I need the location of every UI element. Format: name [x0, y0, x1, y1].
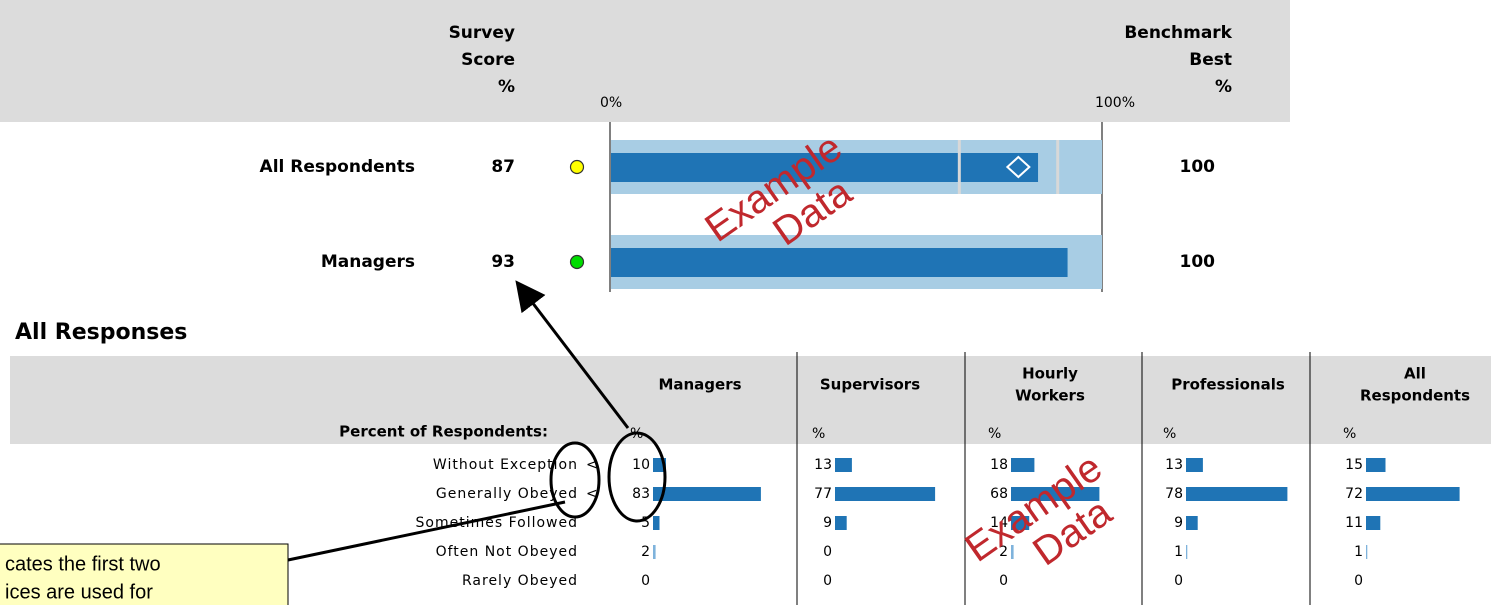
- cell-bar: [1366, 487, 1460, 501]
- column-header: Managers: [658, 376, 741, 394]
- benchmark-label: %: [1215, 77, 1232, 97]
- cell-bar: [653, 545, 656, 559]
- unit: %: [1163, 426, 1176, 442]
- cell-bar: [835, 458, 852, 472]
- cell-value: 77: [814, 486, 832, 502]
- flag: <: [586, 486, 598, 502]
- cell-value: 14: [990, 515, 1008, 531]
- cell-value: 1: [1354, 544, 1363, 560]
- cell-value: 83: [632, 486, 650, 502]
- cell-value: 0: [999, 573, 1008, 589]
- cell-value: 13: [814, 457, 832, 473]
- cell-value: 68: [990, 486, 1008, 502]
- cell-value: 15: [1345, 457, 1363, 473]
- row-label: Managers: [321, 252, 415, 272]
- table-header-band: [10, 356, 1491, 444]
- bullet-bar: [611, 153, 1039, 182]
- column-header: Respondents: [1360, 387, 1470, 405]
- callout-text: ices are used for: [5, 581, 153, 603]
- cell-value: 2: [999, 544, 1008, 560]
- score: 93: [491, 252, 515, 272]
- cell-value: 9: [823, 515, 832, 531]
- cell-bar: [1366, 516, 1381, 530]
- cell-bar: [1011, 458, 1035, 472]
- indicator: [569, 254, 585, 270]
- cell-value: 10: [632, 457, 650, 473]
- indicator: [569, 159, 585, 175]
- column-header: Hourly: [1022, 365, 1078, 383]
- cell-bar: [1011, 545, 1014, 559]
- benchmark: 100: [1180, 157, 1216, 177]
- cell-bar: [1366, 545, 1368, 559]
- cell-value: 9: [1174, 515, 1183, 531]
- row-label: All Respondents: [260, 157, 415, 177]
- unit: %: [812, 426, 825, 442]
- row-label: Sometimes Followed: [416, 515, 579, 531]
- cell-value: 5: [641, 515, 650, 531]
- column-header: Workers: [1015, 387, 1085, 405]
- cell-value: 18: [990, 457, 1008, 473]
- cell-bar: [1186, 545, 1188, 559]
- cell-bar: [1011, 516, 1030, 530]
- row-header: Percent of Respondents:: [339, 423, 548, 441]
- callout-text: cates the first two: [5, 553, 161, 575]
- section-title: All Responses: [15, 320, 187, 345]
- header-band: [0, 0, 1290, 122]
- arrow: [515, 280, 630, 429]
- column-header: Supervisors: [820, 376, 920, 394]
- cell-value: 13: [1165, 457, 1183, 473]
- score-label: Score: [461, 50, 515, 70]
- cell-bar: [1186, 516, 1198, 530]
- bullet-bar: [611, 248, 1068, 277]
- cell-value: 2: [641, 544, 650, 560]
- cell-value: 0: [823, 544, 832, 560]
- highlight-circle: [607, 431, 667, 523]
- cell-value: 11: [1345, 515, 1363, 531]
- cell-bar: [835, 516, 847, 530]
- cell-value: 0: [1354, 573, 1363, 589]
- score-label: Survey: [449, 23, 515, 43]
- marker: [1005, 155, 1031, 179]
- callout-box: [0, 543, 289, 605]
- cell-bar: [1186, 458, 1203, 472]
- benchmark: 100: [1180, 252, 1216, 272]
- unit: %: [1343, 426, 1356, 442]
- benchmark-label: Best: [1189, 50, 1232, 70]
- cell-bar: [653, 487, 761, 501]
- axis-end: 100%: [1095, 95, 1135, 111]
- row-label: Without Exception: [433, 457, 578, 473]
- cell-bar: [1011, 487, 1100, 501]
- score-label: %: [498, 77, 515, 97]
- cell-bar: [835, 487, 936, 501]
- cell-value: 72: [1345, 486, 1363, 502]
- cell-bar: [653, 516, 660, 530]
- callout-line: [287, 500, 566, 562]
- cell-value: 0: [823, 573, 832, 589]
- benchmark-label: Benchmark: [1124, 23, 1232, 43]
- row-label: Generally Obeyed: [436, 486, 578, 502]
- highlight-circle: [549, 441, 601, 519]
- column-header: Professionals: [1171, 376, 1285, 394]
- column-header: All: [1404, 365, 1426, 383]
- cell-bar: [1366, 458, 1386, 472]
- cell-bar: [1186, 487, 1288, 501]
- row-label: Often Not Obeyed: [436, 544, 578, 560]
- axis-start: 0%: [600, 95, 622, 111]
- cell-value: 0: [641, 573, 650, 589]
- score: 87: [491, 157, 515, 177]
- flag: <: [586, 457, 598, 473]
- unit: %: [988, 426, 1001, 442]
- cell-value: 78: [1165, 486, 1183, 502]
- cell-value: 0: [1174, 573, 1183, 589]
- row-label: Rarely Obeyed: [462, 573, 578, 589]
- cell-value: 1: [1174, 544, 1183, 560]
